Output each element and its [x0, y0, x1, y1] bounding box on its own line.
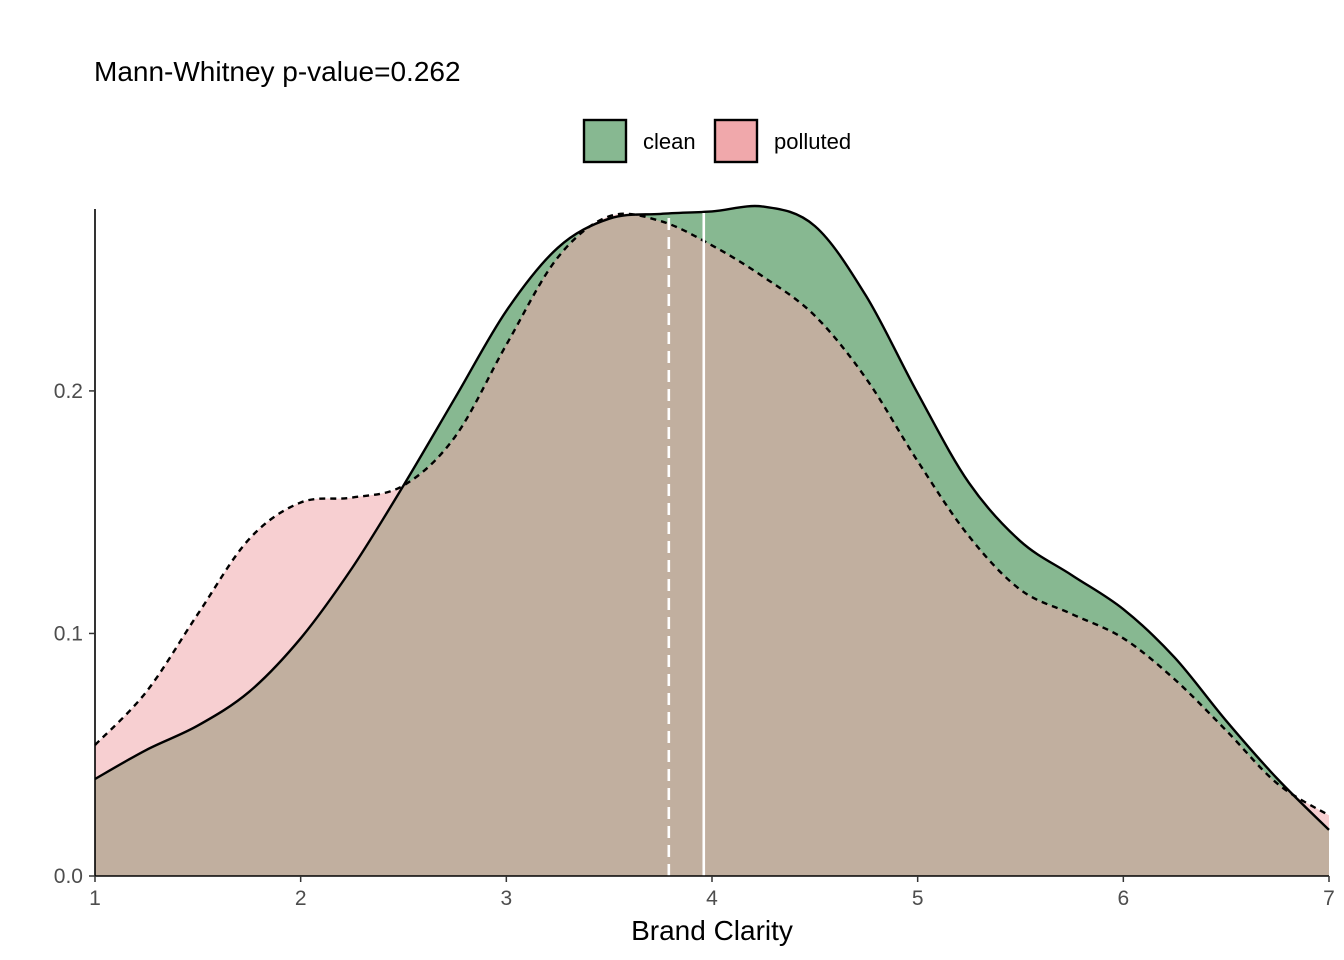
legend-label-polluted: polluted: [774, 129, 851, 154]
plot-area: [94, 204, 1330, 877]
x-axis-title: Brand Clarity: [631, 915, 793, 946]
x-tick-label: 2: [295, 887, 307, 910]
legend-key-polluted: [713, 118, 759, 164]
legend-key-clean: [582, 118, 628, 164]
chart-title: Mann-Whitney p-value=0.262: [94, 56, 461, 87]
x-tick-label: 6: [1117, 887, 1129, 910]
y-tick-label: 0.0: [54, 865, 83, 888]
x-tick-label: 4: [706, 887, 718, 910]
density-area-polluted: [95, 213, 1329, 876]
x-tick-label: 3: [500, 887, 512, 910]
legend: clean polluted: [582, 118, 851, 164]
density-line-clean: [94, 204, 1330, 831]
axes: 1 2 3 4 5 6 7 0.0 0.1 0.2: [54, 209, 1335, 910]
x-tick-label: 7: [1323, 887, 1335, 910]
x-tick-label: 1: [89, 887, 101, 910]
legend-label-clean: clean: [643, 129, 696, 154]
y-tick-label: 0.1: [54, 622, 83, 645]
x-tick-label: 5: [912, 887, 924, 910]
y-tick-label: 0.2: [54, 380, 83, 403]
